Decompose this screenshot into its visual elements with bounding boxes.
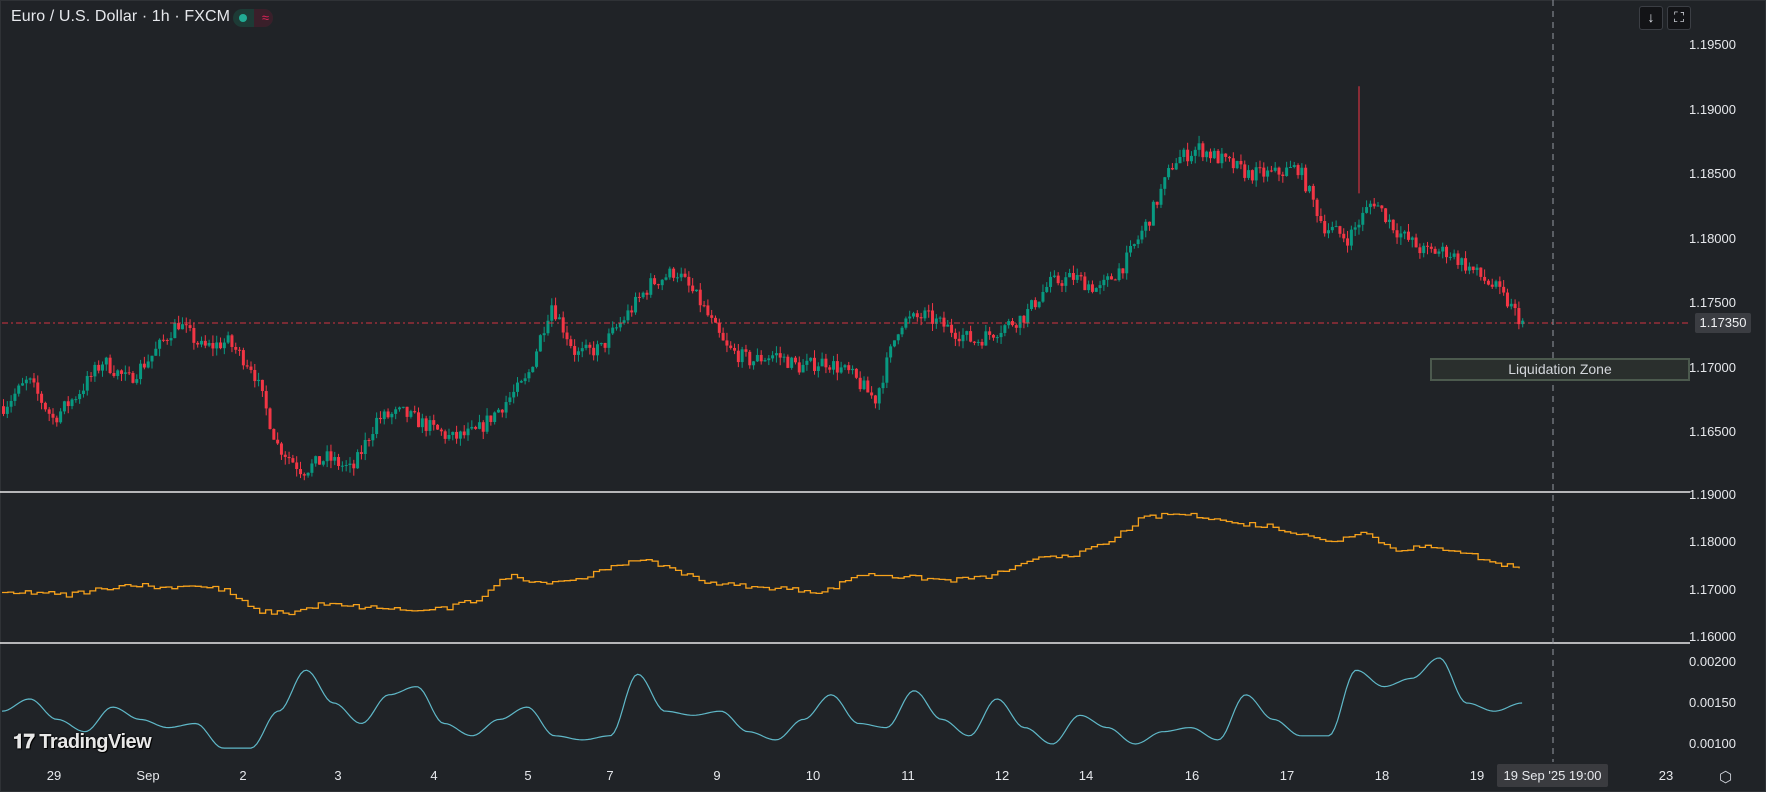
market-open-dot-icon bbox=[239, 14, 247, 22]
price-label: 1.16500 bbox=[1689, 424, 1736, 439]
time-label: 29 bbox=[46, 768, 62, 783]
pane2-price-label: 1.17000 bbox=[1689, 582, 1736, 597]
pane3-value-label: 0.00100 bbox=[1689, 736, 1736, 751]
time-label: 5 bbox=[524, 768, 532, 783]
price-label: 1.18000 bbox=[1689, 231, 1736, 246]
arrow-down-icon: ↓ bbox=[1647, 9, 1655, 25]
delayed-data-indicator: ≈ bbox=[254, 9, 273, 27]
price-label: 1.18500 bbox=[1689, 166, 1736, 181]
time-label: 9 bbox=[713, 768, 721, 783]
chart-settings-gear-icon[interactable]: ⬡ bbox=[1719, 769, 1733, 786]
price-label: 1.19500 bbox=[1689, 37, 1736, 52]
price-label: 1.19000 bbox=[1689, 102, 1736, 117]
time-label: 23 bbox=[1658, 768, 1674, 783]
liquidation-zone-box[interactable]: Liquidation Zone bbox=[1430, 358, 1690, 381]
time-label: 12 bbox=[994, 768, 1010, 783]
time-label: 18 bbox=[1374, 768, 1390, 783]
tradingview-logo[interactable]: 𝟏𝟕 TradingView bbox=[13, 731, 152, 753]
status-pill[interactable]: ≈ bbox=[233, 9, 273, 27]
price-label: 1.17500 bbox=[1689, 295, 1736, 310]
time-label: 7 bbox=[606, 768, 614, 783]
time-label: 3 bbox=[334, 768, 342, 783]
crosshair-time-tag: 19 Sep '25 19:00 bbox=[1497, 764, 1608, 787]
time-label: 11 bbox=[901, 768, 915, 783]
pane3-value-label: 0.00150 bbox=[1689, 695, 1736, 710]
tv-logo-icon: 𝟏𝟕 bbox=[13, 731, 40, 753]
fullscreen-icon: ⛶ bbox=[1674, 9, 1684, 25]
autoscale-button[interactable]: ⛶ bbox=[1667, 6, 1691, 30]
time-label: 14 bbox=[1078, 768, 1094, 783]
pane2-price-label: 1.18000 bbox=[1689, 534, 1736, 549]
scroll-to-latest-button[interactable]: ↓ bbox=[1639, 6, 1663, 30]
time-label: 4 bbox=[430, 768, 438, 783]
symbol-title[interactable]: Euro / U.S. Dollar · 1h · FXCM bbox=[11, 8, 231, 25]
time-label: 2 bbox=[239, 768, 247, 783]
current-price-tag: 1.17350 bbox=[1695, 313, 1751, 333]
wave-icon: ≈ bbox=[261, 10, 269, 25]
time-label: 16 bbox=[1184, 768, 1200, 783]
time-label: 10 bbox=[805, 768, 821, 783]
price-label: 1.17000 bbox=[1689, 360, 1736, 375]
time-label: 19 bbox=[1469, 768, 1485, 783]
time-label: Sep bbox=[136, 768, 160, 783]
pane3-value-label: 0.00200 bbox=[1689, 654, 1736, 669]
pane2-price-label: 1.19000 bbox=[1689, 487, 1736, 502]
time-label: 17 bbox=[1279, 768, 1295, 783]
pane2-price-label: 1.16000 bbox=[1689, 629, 1736, 644]
